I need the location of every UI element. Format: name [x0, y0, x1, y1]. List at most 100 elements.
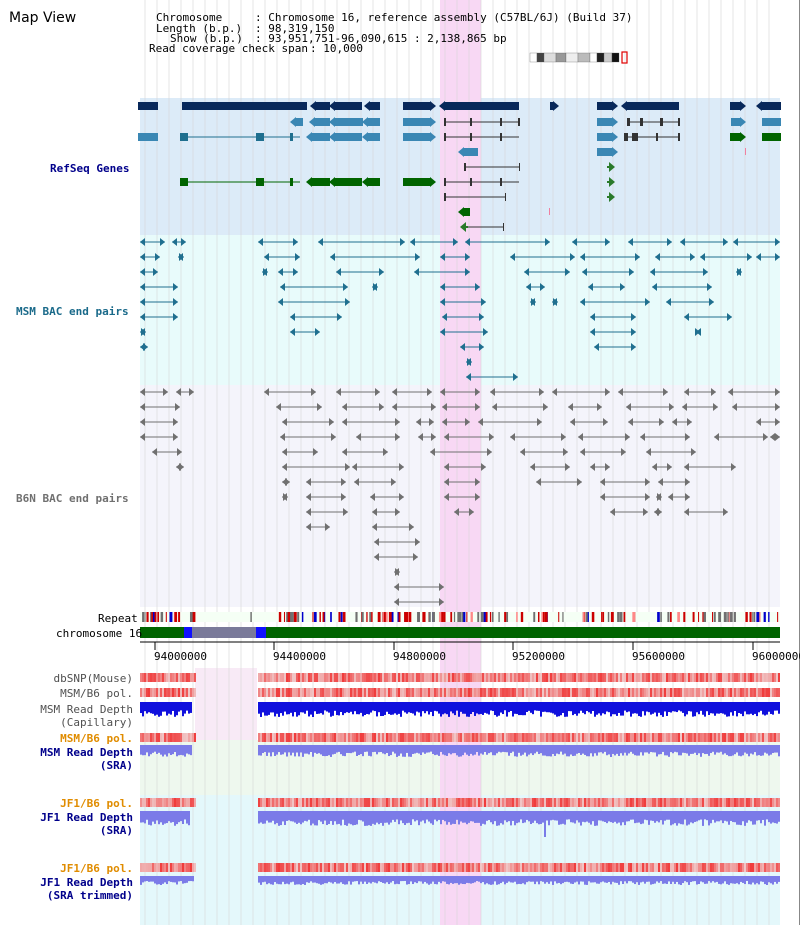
- heat-cell: [276, 688, 278, 697]
- heat-cell: [658, 798, 660, 807]
- read-depth-bar: [576, 702, 578, 716]
- heat-cell: [362, 798, 364, 807]
- heat-cell: [192, 733, 194, 742]
- bac-end: [684, 463, 689, 471]
- read-depth-bar: [674, 876, 676, 884]
- heat-cell: [268, 798, 270, 807]
- heat-cell: [536, 688, 538, 697]
- heat-cell: [492, 798, 494, 807]
- heat-cell: [610, 673, 612, 682]
- heat-cell: [460, 673, 462, 682]
- read-depth-bar: [162, 811, 164, 825]
- read-depth-bar: [190, 745, 192, 756]
- heat-cell: [722, 733, 724, 742]
- track-label-repeat[interactable]: Repeat: [98, 612, 138, 625]
- track-label-jf1-b6-pol-2[interactable]: JF1/B6 pol.: [60, 862, 133, 875]
- track-label-jf1-b6-pol[interactable]: JF1/B6 pol.: [60, 797, 133, 810]
- read-depth-bar: [696, 745, 698, 756]
- track-label-refseq[interactable]: RefSeq Genes: [50, 162, 130, 175]
- heat-cell: [594, 798, 596, 807]
- read-depth-bar: [364, 745, 366, 752]
- read-depth-bar: [316, 876, 318, 884]
- read-depth-bar: [322, 811, 324, 825]
- heat-cell: [774, 733, 776, 742]
- read-depth-bar: [538, 745, 540, 755]
- read-depth-bar: [604, 702, 606, 715]
- track-label-msm-depth-capillary-1[interactable]: MSM Read Depth: [40, 703, 133, 716]
- heat-cell: [696, 798, 698, 807]
- heat-cell: [500, 863, 502, 872]
- read-depth-bar: [170, 702, 172, 715]
- bac-end: [329, 418, 334, 426]
- repeat-element: [382, 612, 385, 622]
- read-depth-bar: [736, 876, 738, 884]
- heat-cell: [274, 733, 276, 742]
- heat-cell: [162, 863, 164, 872]
- track-label-dbsnp[interactable]: dbSNP(Mouse): [53, 672, 133, 685]
- heat-cell: [346, 688, 348, 697]
- exon: [505, 193, 506, 201]
- heat-cell: [512, 673, 514, 682]
- heat-cell: [554, 673, 556, 682]
- gene-strand-arrow: [460, 222, 466, 232]
- track-label-b6n-bac[interactable]: B6N BAC end pairs: [16, 492, 129, 505]
- bac-end: [278, 268, 283, 276]
- heat-cell: [604, 798, 606, 807]
- heat-cell: [686, 688, 688, 697]
- heat-cell: [404, 733, 406, 742]
- heat-cell: [720, 798, 722, 807]
- read-depth-bar: [362, 745, 364, 757]
- read-depth-bar: [484, 811, 486, 825]
- bac-end: [513, 373, 518, 381]
- heat-cell: [354, 798, 356, 807]
- gene: [335, 178, 362, 186]
- heat-cell: [312, 673, 314, 682]
- track-label-msm-b6-pol[interactable]: MSM/B6 pol.: [60, 687, 133, 700]
- read-depth-bar: [680, 745, 682, 756]
- read-depth-bar: [276, 702, 278, 714]
- heat-cell: [746, 733, 748, 742]
- repeat-element: [154, 612, 157, 622]
- heat-cell: [512, 733, 514, 742]
- bac-end: [561, 433, 566, 441]
- heat-cell: [318, 688, 320, 697]
- read-depth-bar: [478, 876, 480, 882]
- track-label-jf1-depth-trim-1[interactable]: JF1 Read Depth: [40, 876, 133, 889]
- heat-cell: [504, 688, 506, 697]
- exon: [656, 133, 658, 141]
- bac-end: [756, 418, 761, 426]
- heat-cell: [572, 673, 574, 682]
- bac-end: [600, 478, 605, 486]
- axis-tick-label: 94800000: [393, 650, 446, 663]
- heat-cell: [144, 688, 146, 697]
- track-label-jf1-depth-sra-1[interactable]: JF1 Read Depth: [40, 811, 133, 824]
- read-depth-bar: [738, 745, 740, 756]
- read-depth-bar: [406, 702, 408, 714]
- heat-cell: [534, 798, 536, 807]
- heat-cell: [728, 673, 730, 682]
- read-depth-bar: [422, 876, 424, 884]
- read-depth-bar: [776, 702, 778, 711]
- track-label-chromosome[interactable]: chromosome 16: [56, 627, 143, 640]
- heat-cell: [630, 863, 632, 872]
- read-depth-bar: [344, 745, 346, 757]
- heat-cell: [358, 798, 360, 807]
- heat-cell: [740, 688, 742, 697]
- heat-cell: [690, 798, 692, 807]
- track-label-msm-depth-sra-1[interactable]: MSM Read Depth: [40, 746, 133, 759]
- heat-cell: [300, 863, 302, 872]
- read-depth-bar: [514, 876, 516, 882]
- heat-cell: [140, 863, 142, 872]
- track-label-msm-b6-pol-2[interactable]: MSM/B6 pol.: [60, 732, 133, 745]
- heat-cell: [702, 863, 704, 872]
- read-depth-bar: [142, 702, 144, 717]
- track-label-msm-bac[interactable]: MSM BAC end pairs: [16, 305, 129, 318]
- read-depth-bar: [272, 876, 274, 885]
- heat-cell: [486, 798, 488, 807]
- heat-cell: [644, 733, 646, 742]
- read-depth-bar: [460, 702, 462, 712]
- heat-cell: [662, 863, 664, 872]
- heat-cell: [418, 733, 420, 742]
- heat-cell: [146, 673, 148, 682]
